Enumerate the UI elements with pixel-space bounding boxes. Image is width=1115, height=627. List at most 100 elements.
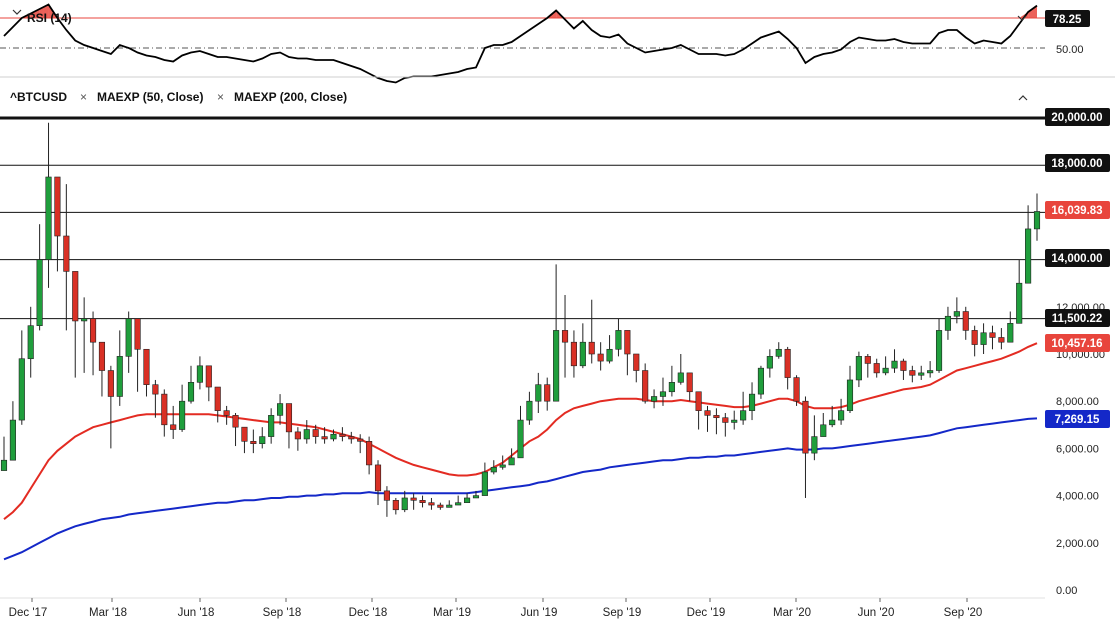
candle[interactable] xyxy=(63,184,70,331)
candle[interactable] xyxy=(259,427,266,449)
candle[interactable] xyxy=(125,311,132,373)
candle[interactable] xyxy=(36,224,43,331)
candle[interactable] xyxy=(508,448,515,466)
candle[interactable] xyxy=(962,306,969,340)
candle[interactable] xyxy=(205,365,212,402)
candle[interactable] xyxy=(606,335,613,364)
candle[interactable] xyxy=(107,365,114,449)
candle[interactable] xyxy=(677,354,684,385)
candle[interactable] xyxy=(285,403,293,449)
candle[interactable] xyxy=(891,349,898,373)
candle[interactable] xyxy=(686,372,693,402)
candle[interactable] xyxy=(18,330,25,425)
candle[interactable] xyxy=(740,391,747,425)
candle[interactable] xyxy=(570,330,577,378)
candle[interactable] xyxy=(1016,259,1023,324)
candle[interactable] xyxy=(72,271,79,378)
candle[interactable] xyxy=(579,323,586,369)
candle[interactable] xyxy=(0,436,8,471)
candle[interactable] xyxy=(250,429,257,454)
candle[interactable] xyxy=(348,431,355,444)
candle[interactable] xyxy=(321,427,328,444)
candle[interactable] xyxy=(561,295,569,378)
candle[interactable] xyxy=(81,297,88,373)
candle[interactable] xyxy=(472,490,480,499)
candle[interactable] xyxy=(927,361,934,378)
candle[interactable] xyxy=(54,176,61,272)
close-icon[interactable]: × xyxy=(217,90,224,104)
candle[interactable] xyxy=(588,299,595,364)
candle[interactable] xyxy=(383,486,390,517)
candle[interactable] xyxy=(900,358,907,380)
candle[interactable] xyxy=(179,384,186,432)
candle[interactable] xyxy=(713,408,720,435)
candle[interactable] xyxy=(838,398,845,425)
remove-indicator-2-button[interactable]: × xyxy=(217,90,224,104)
candle[interactable] xyxy=(1033,193,1041,241)
candle[interactable] xyxy=(882,356,889,376)
candle[interactable] xyxy=(161,389,168,437)
candle[interactable] xyxy=(731,410,738,430)
candle[interactable] xyxy=(196,356,203,390)
candle[interactable] xyxy=(633,353,640,383)
candle[interactable] xyxy=(615,318,622,357)
candle[interactable] xyxy=(1025,205,1032,284)
candle[interactable] xyxy=(428,497,435,510)
candle[interactable] xyxy=(241,426,248,454)
candle[interactable] xyxy=(651,389,658,409)
candle[interactable] xyxy=(971,325,978,357)
candle[interactable] xyxy=(659,377,667,406)
rsi-collapse-icon[interactable] xyxy=(1017,15,1027,21)
candle[interactable] xyxy=(499,455,506,470)
candle[interactable] xyxy=(517,405,524,459)
candle[interactable] xyxy=(401,490,408,513)
candle[interactable] xyxy=(748,382,756,421)
candle[interactable] xyxy=(330,429,337,442)
candle[interactable] xyxy=(455,495,462,506)
candle[interactable] xyxy=(535,372,542,413)
remove-indicator-1-button[interactable]: × xyxy=(80,90,87,104)
rsi-chevron-icon[interactable] xyxy=(12,9,22,15)
candle[interactable] xyxy=(597,342,604,371)
candle[interactable] xyxy=(820,413,827,437)
candle[interactable] xyxy=(170,405,177,439)
candle[interactable] xyxy=(757,365,765,399)
candle[interactable] xyxy=(944,306,952,340)
candle[interactable] xyxy=(980,323,987,354)
candle[interactable] xyxy=(775,342,782,359)
candle[interactable] xyxy=(446,500,453,508)
candle[interactable] xyxy=(392,497,399,515)
collapse-panel-button[interactable] xyxy=(1018,95,1028,101)
candle[interactable] xyxy=(873,358,880,378)
candle[interactable] xyxy=(303,420,310,444)
candle[interactable] xyxy=(374,460,382,506)
candle[interactable] xyxy=(722,413,729,437)
chevron-up-icon[interactable] xyxy=(1018,95,1028,101)
candle[interactable] xyxy=(553,264,560,402)
chevron-down-icon[interactable] xyxy=(1017,15,1027,21)
candle[interactable] xyxy=(829,405,836,428)
candle[interactable] xyxy=(704,405,711,432)
candle[interactable] xyxy=(214,386,221,423)
candle[interactable] xyxy=(357,434,364,454)
candle[interactable] xyxy=(9,401,16,461)
candle[interactable] xyxy=(27,306,34,378)
candle[interactable] xyxy=(918,365,925,380)
candle[interactable] xyxy=(935,318,943,373)
candle[interactable] xyxy=(811,415,818,461)
candle[interactable] xyxy=(1007,311,1014,343)
candle[interactable] xyxy=(846,365,854,413)
candle[interactable] xyxy=(419,495,426,508)
candle[interactable] xyxy=(437,502,444,510)
candle[interactable] xyxy=(134,318,141,392)
candle[interactable] xyxy=(766,349,773,378)
candle[interactable] xyxy=(624,330,631,376)
candle[interactable] xyxy=(143,348,150,397)
candle[interactable] xyxy=(668,365,675,397)
candle[interactable] xyxy=(187,365,195,404)
candle[interactable] xyxy=(232,413,239,447)
candle[interactable] xyxy=(989,325,996,350)
candle[interactable] xyxy=(481,462,488,496)
candle[interactable] xyxy=(410,493,417,510)
candle[interactable] xyxy=(490,460,497,475)
